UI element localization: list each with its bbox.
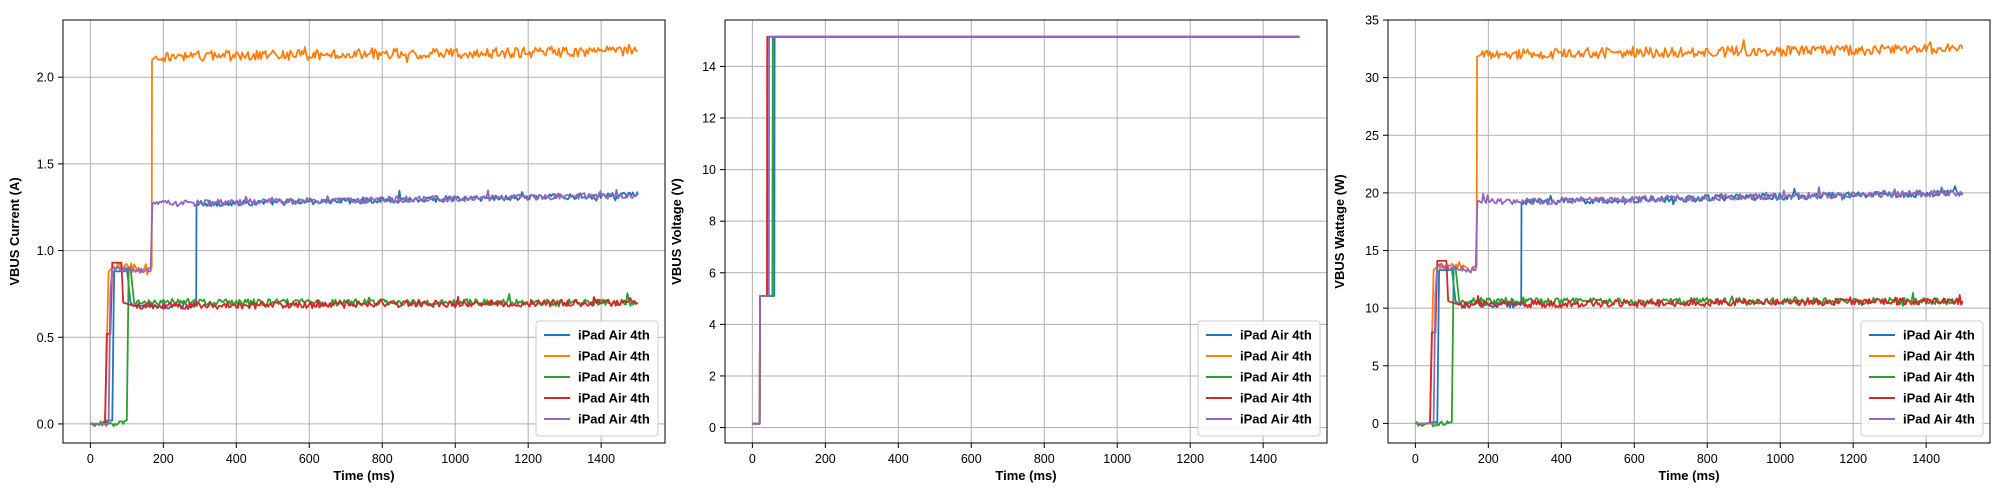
legend-entry-label: iPad Air 4th bbox=[578, 349, 650, 364]
legend-box bbox=[1197, 320, 1321, 437]
legend-entry-label: iPad Air 4th bbox=[1240, 412, 1312, 427]
legend-entry-label: iPad Air 4th bbox=[1903, 412, 1975, 427]
legend: iPad Air 4th iPad Air 4th iPad Air 4th iPad… bbox=[1197, 320, 1321, 437]
x-axis-label: Time (ms) bbox=[1658, 468, 1719, 483]
legend-entry-label: iPad Air 4th bbox=[1240, 328, 1312, 343]
x-axis-label: Time (ms) bbox=[333, 468, 394, 483]
plot-frame bbox=[62, 19, 666, 444]
y-axis-label: VBUS Voltage (V) bbox=[669, 178, 684, 285]
legend-entry-label: iPad Air 4th bbox=[578, 328, 650, 343]
legend-entry-label: iPad Air 4th bbox=[1903, 391, 1975, 406]
y-axis-label: VBUS Current (A) bbox=[7, 177, 22, 285]
y-tick-label: 4 bbox=[709, 318, 716, 332]
x-tick-label: 0 bbox=[749, 452, 756, 466]
y-tick-label: 0 bbox=[1372, 417, 1379, 431]
y-tick-label: 10 bbox=[1365, 302, 1379, 316]
x-tick-label: 800 bbox=[372, 452, 393, 466]
legend-entry-label: iPad Air 4th bbox=[1903, 370, 1975, 385]
legend: iPad Air 4th iPad Air 4th iPad Air 4th iPad… bbox=[535, 320, 659, 437]
x-tick-label: 800 bbox=[1034, 452, 1055, 466]
legend-entry-label: iPad Air 4th bbox=[1240, 349, 1312, 364]
y-tick-label: 6 bbox=[709, 266, 716, 280]
y-tick-label: 14 bbox=[702, 60, 716, 74]
y-tick-label: 35 bbox=[1365, 14, 1379, 28]
y-tick-label: 2 bbox=[709, 369, 716, 383]
legend-entry-label: iPad Air 4th bbox=[1903, 328, 1975, 343]
series-line-5 bbox=[752, 35, 1300, 425]
legend-entry-label: iPad Air 4th bbox=[1903, 349, 1975, 364]
chart-panel-2: 0 200 400 600 800 1000 1200 1400 0 2 4 6 8 10 12 14 Time… bbox=[669, 19, 1328, 483]
series-line-4 bbox=[90, 261, 639, 425]
y-tick-label: 5 bbox=[1372, 359, 1379, 373]
x-tick-label: 1000 bbox=[1766, 452, 1794, 466]
x-tick-label: 200 bbox=[153, 452, 174, 466]
y-tick-label: 0.5 bbox=[37, 331, 54, 345]
x-tick-label: 400 bbox=[1551, 452, 1572, 466]
series-line-5 bbox=[1415, 186, 1964, 425]
x-tick-label: 1400 bbox=[1912, 452, 1940, 466]
x-tick-label: 800 bbox=[1697, 452, 1718, 466]
legend-entry-label: iPad Air 4th bbox=[578, 412, 650, 427]
y-tick-label: 1.5 bbox=[37, 157, 54, 171]
series-line-4 bbox=[1415, 260, 1964, 425]
y-tick-label: 0 bbox=[709, 421, 716, 435]
legend-entry-label: iPad Air 4th bbox=[578, 370, 650, 385]
plot-frame bbox=[724, 19, 1328, 444]
x-tick-label: 600 bbox=[961, 452, 982, 466]
y-tick-label: 20 bbox=[1365, 186, 1379, 200]
x-tick-label: 1200 bbox=[514, 452, 542, 466]
x-tick-label: 1200 bbox=[1839, 452, 1867, 466]
y-tick-label: 8 bbox=[709, 215, 716, 229]
legend-box bbox=[535, 320, 659, 437]
x-tick-label: 1400 bbox=[587, 452, 615, 466]
y-tick-label: 12 bbox=[702, 112, 716, 126]
y-tick-label: 15 bbox=[1365, 244, 1379, 258]
y-tick-label: 0.0 bbox=[37, 417, 54, 431]
y-tick-label: 2.0 bbox=[37, 71, 54, 85]
legend: iPad Air 4th iPad Air 4th iPad Air 4th iPad… bbox=[1860, 320, 1984, 437]
legend-entry-label: iPad Air 4th bbox=[1240, 391, 1312, 406]
x-tick-label: 600 bbox=[1624, 452, 1645, 466]
x-tick-label: 1000 bbox=[1103, 452, 1131, 466]
x-tick-label: 200 bbox=[815, 452, 836, 466]
legend-entry-label: iPad Air 4th bbox=[578, 391, 650, 406]
series-line-2 bbox=[90, 43, 638, 425]
series-line-3 bbox=[89, 267, 639, 428]
x-tick-label: 200 bbox=[1478, 452, 1499, 466]
x-axis-label: Time (ms) bbox=[995, 468, 1056, 483]
plot-frame bbox=[1387, 19, 1991, 444]
y-tick-label: 10 bbox=[702, 163, 716, 177]
legend-entry-label: iPad Air 4th bbox=[1240, 370, 1312, 385]
series-line-2 bbox=[1415, 39, 1964, 425]
chart-panel-1: 0 200 400 600 800 1000 1200 1400 0.0 0.5 1.0 1.5 2.0… bbox=[7, 19, 666, 483]
series-line-5 bbox=[90, 189, 639, 425]
x-tick-label: 1200 bbox=[1176, 452, 1204, 466]
y-tick-label: 25 bbox=[1365, 129, 1379, 143]
legend-box bbox=[1860, 320, 1984, 437]
x-tick-label: 1000 bbox=[441, 452, 469, 466]
y-axis-label: VBUS Wattage (W) bbox=[1332, 174, 1347, 288]
x-tick-label: 400 bbox=[888, 452, 909, 466]
x-tick-label: 0 bbox=[87, 452, 94, 466]
x-tick-label: 400 bbox=[226, 452, 247, 466]
x-tick-label: 1400 bbox=[1249, 452, 1277, 466]
chart-panel-3: 0 200 400 600 800 1000 1200 1400 0 5 10 15 20 25 30 35 T… bbox=[1332, 14, 1991, 483]
x-tick-label: 0 bbox=[1412, 452, 1419, 466]
x-tick-label: 600 bbox=[299, 452, 320, 466]
y-tick-label: 30 bbox=[1365, 71, 1379, 85]
y-tick-label: 1.0 bbox=[37, 244, 54, 258]
